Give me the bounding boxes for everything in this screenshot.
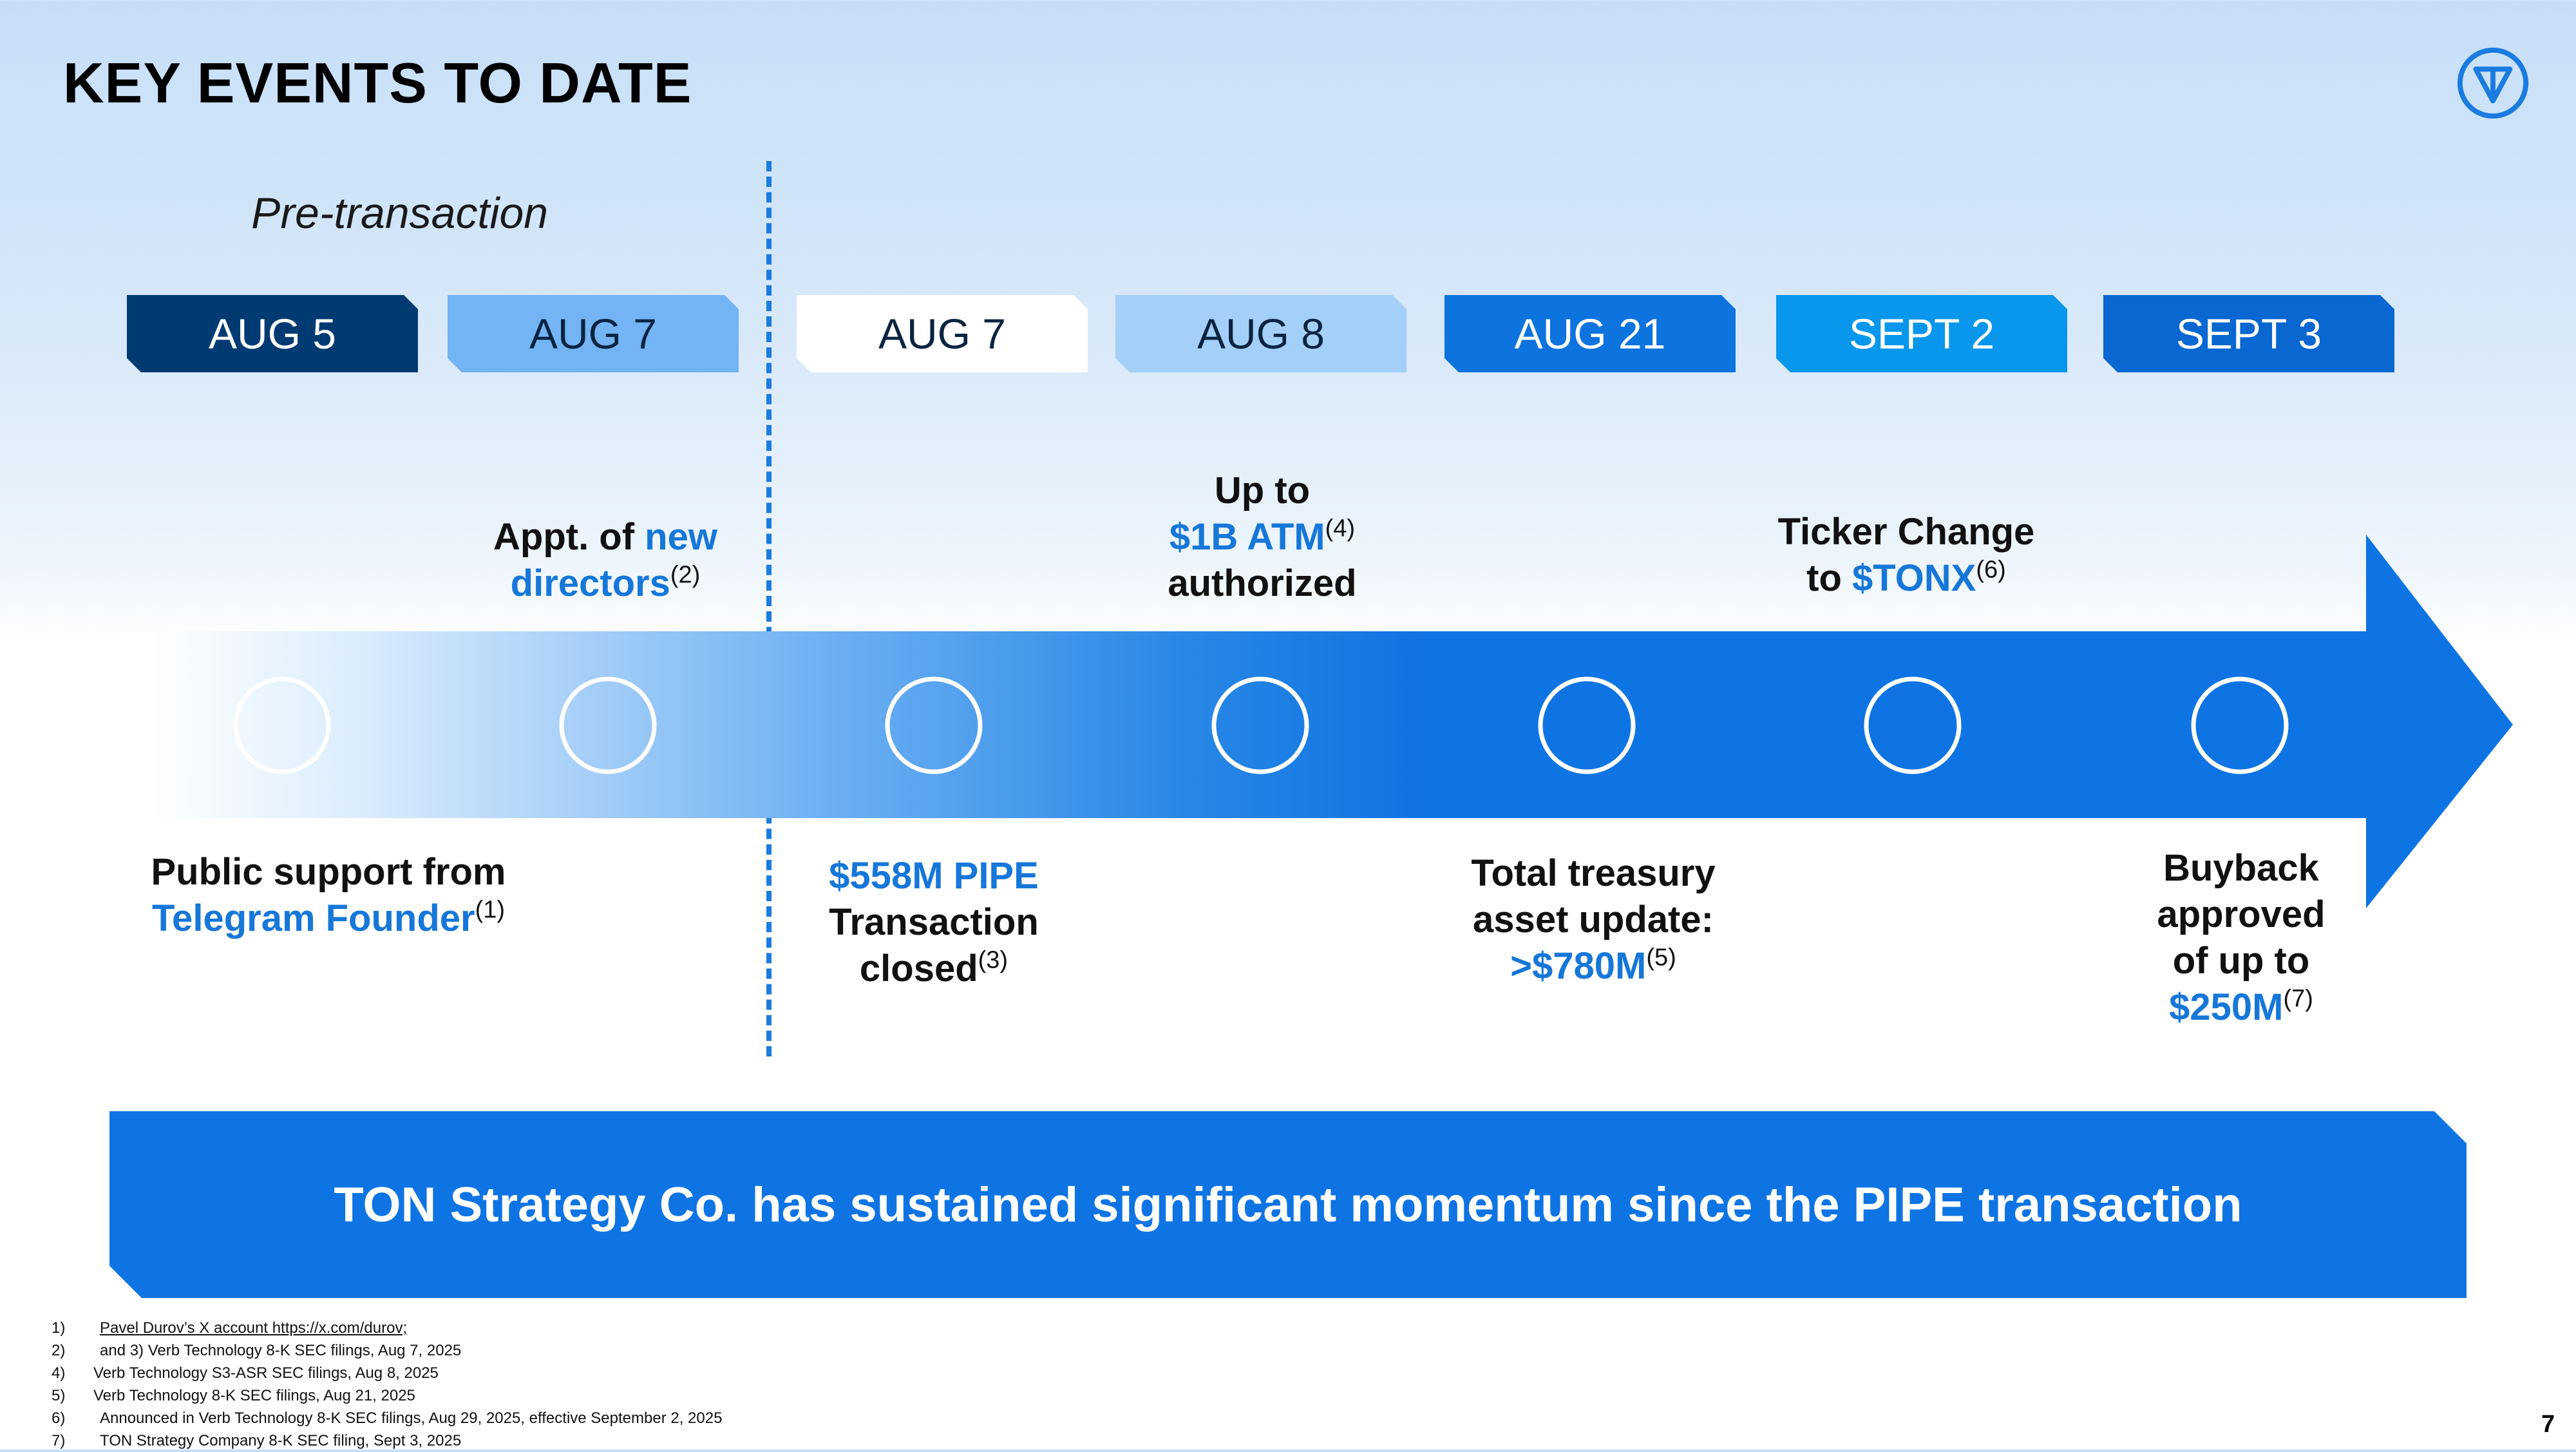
- page-number: 7: [2541, 1411, 2555, 1438]
- event-sept2: Ticker Change to $TONX(6): [1777, 511, 2035, 599]
- timeline-node-aug8: [1211, 676, 1309, 774]
- timeline-node-aug7-pre: [559, 676, 657, 774]
- momentum-banner-text: TON Strategy Co. has sustained significa…: [334, 1177, 2242, 1232]
- timeline-node-aug7-post: [885, 676, 983, 774]
- date-tab-sept3: SEPT 3: [2103, 295, 2394, 372]
- pre-transaction-label: Pre-transaction: [251, 189, 549, 238]
- event-aug7-post: $558M PIPE Transaction closed(3): [829, 855, 1039, 989]
- footnote: 6) Announced in Verb Technology 8-K SEC f…: [52, 1409, 723, 1427]
- date-tab-aug7-pre: AUG 7: [448, 295, 739, 372]
- footnote: 4) Verb Technology S3-ASR SEC filings, Au…: [52, 1364, 439, 1382]
- footnote: 2) and 3) Verb Technology 8-K SEC filings…: [52, 1342, 462, 1359]
- footnotes: 1) Pavel Durov’s X account https://x.com/…: [52, 1317, 722, 1452]
- event-aug7-pre: Appt. of new directors(2): [493, 516, 717, 604]
- timeline-arrow-shape: [77, 535, 2513, 908]
- date-tab-aug7-post: AUG 7: [797, 295, 1088, 372]
- timeline-node-aug5: [233, 676, 331, 774]
- footnote: 1) Pavel Durov’s X account https://x.com/…: [52, 1319, 408, 1337]
- date-tab-aug8: AUG 8: [1115, 295, 1406, 372]
- date-tab-sept2: SEPT 2: [1776, 295, 2067, 372]
- event-aug8: Up to $1B ATM(4) authorized: [1168, 470, 1357, 604]
- date-tab-aug21: AUG 21: [1444, 295, 1736, 372]
- footnote: 5) Verb Technology 8-K SEC filings, Aug 2…: [52, 1387, 415, 1404]
- date-tab-aug5: AUG 5: [127, 295, 418, 372]
- page-title: KEY EVENTS TO DATE: [63, 51, 692, 115]
- footnote: 7) TON Strategy Company 8-K SEC filing, S…: [52, 1432, 462, 1449]
- timeline-node-sept3: [2191, 676, 2289, 774]
- timeline-arrow: [77, 535, 2513, 908]
- ton-diamond-logo-icon: [2457, 47, 2529, 119]
- momentum-banner: TON Strategy Co. has sustained significa…: [109, 1111, 2467, 1298]
- event-aug21: Total treasury asset update: >$780M(5): [1471, 852, 1716, 987]
- event-aug5: Public support from Telegram Founder(1): [151, 851, 506, 939]
- pre-transaction-divider: [766, 161, 772, 1056]
- timeline-node-aug21: [1538, 676, 1636, 774]
- event-sept3: Buyback approved of up to $250M(7): [2157, 847, 2325, 1028]
- timeline-node-sept2: [1864, 676, 1962, 774]
